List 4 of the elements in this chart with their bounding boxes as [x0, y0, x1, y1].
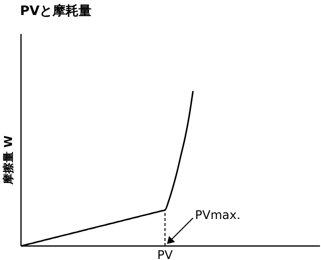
y-axis-title: 摩擦量 W	[2, 136, 15, 186]
annotation: PVmax.	[195, 208, 240, 222]
x-axis-title: PV	[157, 248, 174, 260]
chart-title: PVと摩耗量	[20, 3, 92, 19]
